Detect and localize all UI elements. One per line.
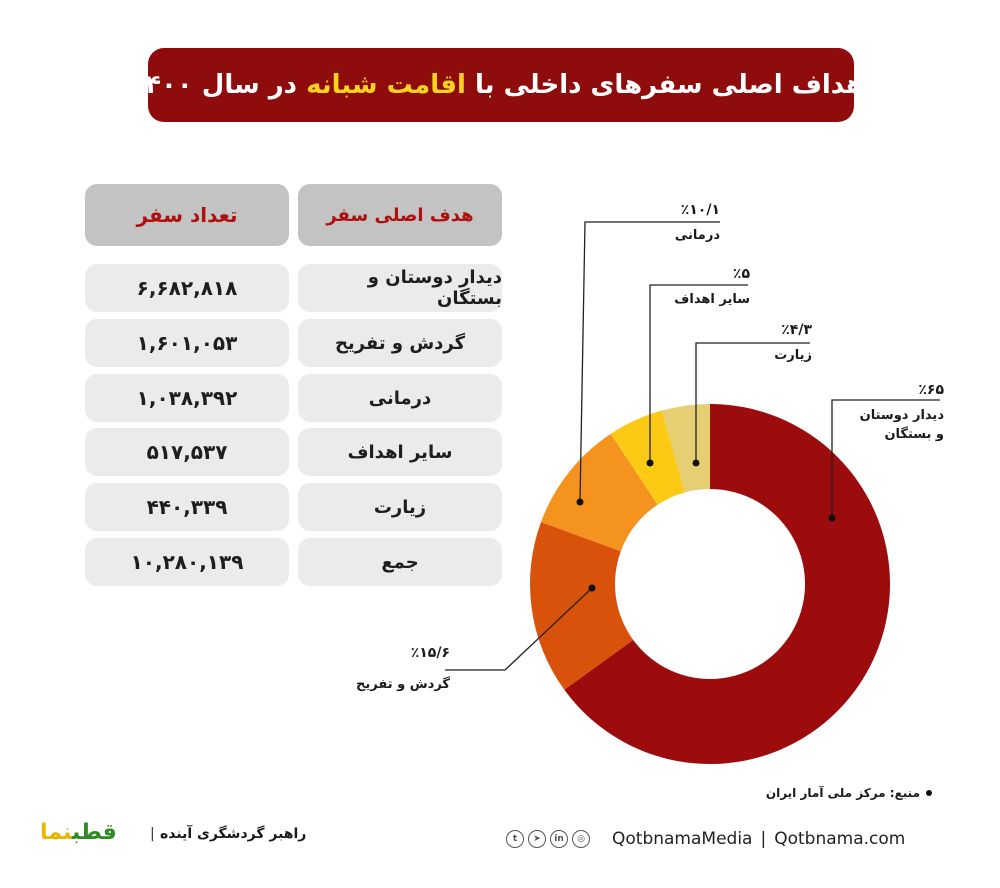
pie-name-label: سایر اهداف [674,292,750,307]
leader-line [445,587,593,671]
table-row-count: ۱,۶۰۱,۰۵۳ [85,319,289,367]
table-row-goal: زیارت [298,483,502,531]
footer-tagline: راهبر گردشگری آینده [160,826,307,842]
linkedin-icon[interactable]: in [550,830,568,848]
title-highlight: اقامت شبانه [306,70,466,100]
leader-line [831,399,940,518]
telegram-icon[interactable]: ➤ [528,830,546,848]
pie-slice [610,410,685,505]
leader-dot [588,584,596,592]
leader-line [649,284,748,463]
pie-name-label: دیدار دوستان و بستگان [859,408,944,442]
pie-slice [530,521,634,690]
website-link[interactable]: Qotbnama.com [774,829,906,849]
footer-links: QotbnamaMedia | Qotbnama.com [612,829,905,849]
pie-label-leisure: ٪۱۵/۶ گردش و تفریح [356,645,450,694]
leader-dot [576,498,584,506]
brand-logo: قطبنما [40,820,117,845]
pie-label-pilgrimage: ٪۴/۳ زیارت [774,322,812,365]
leader-line [695,342,810,463]
instagram-icon[interactable]: ◎ [572,830,590,848]
leader-line [579,221,720,503]
table-row-goal: گردش و تفریح [298,319,502,367]
social-icons: t ➤ in ◎ [506,830,590,848]
table-row-count: ۵۱۷,۵۳۷ [85,428,289,476]
bullet-icon [926,790,932,796]
title-part1: اهداف اصلی سفرهای داخلی با [475,70,873,100]
pie-name-label: درمانی [674,228,720,243]
pie-label-other: ٪۵ سایر اهداف [674,266,750,309]
pie-label-medical: ٪۱۰/۱ درمانی [675,202,720,245]
social-handle[interactable]: QotbnamaMedia [612,829,753,849]
pie-slice [564,404,891,765]
pie-value-label: ٪۱۰/۱ [680,202,720,218]
title-banner: اهداف اصلی سفرهای داخلی با اقامت شبانه د… [129,48,873,122]
table-row-goal: سایر اهداف [298,428,502,476]
table-row-count: ۶,۶۸۲,۸۱۸ [85,264,289,312]
footer-divider: | [150,826,155,842]
pie-value-label: ٪۵ [732,266,750,282]
table-row-goal: درمانی [298,374,502,422]
title-part3: در سال ۱۴۰۰ [129,70,298,100]
leader-dot [646,459,654,467]
source-text: منبع: مرکز ملی آمار ایران [765,786,920,800]
brand-logo-part: قطب [72,820,117,845]
leader-dot [828,514,836,522]
pie-label-family: ٪۶۵ دیدار دوستان و بستگان [860,382,944,444]
table-row-count: ۴۴۰,۳۳۹ [85,483,289,531]
leader-dot [692,459,700,467]
pie-value-label: ٪۶۵ [918,382,944,398]
table-row-count: ۱۰,۲۸۰,۱۳۹ [85,538,289,586]
source-note: منبع: مرکز ملی آمار ایران [760,786,932,800]
pie-value-label: ٪۱۵/۶ [410,645,450,661]
pie-value-label: ٪۴/۳ [781,322,812,338]
footer-divider: | [760,829,767,849]
pie-name-label: گردش و تفریح [356,677,450,692]
table-row-goal: جمع [298,538,502,586]
brand-logo-part: نما [40,820,72,845]
table-row-count: ۱,۰۳۸,۳۹۲ [85,374,289,422]
pie-name-label: زیارت [774,348,812,363]
twitter-icon[interactable]: t [506,830,524,848]
pie-slice [661,404,710,493]
header-count: تعداد سفر [85,184,289,246]
pie-slice [541,433,658,552]
table-row-goal: دیدار دوستان و بستگان [298,264,502,312]
header-goal: هدف اصلی سفر [298,184,502,246]
